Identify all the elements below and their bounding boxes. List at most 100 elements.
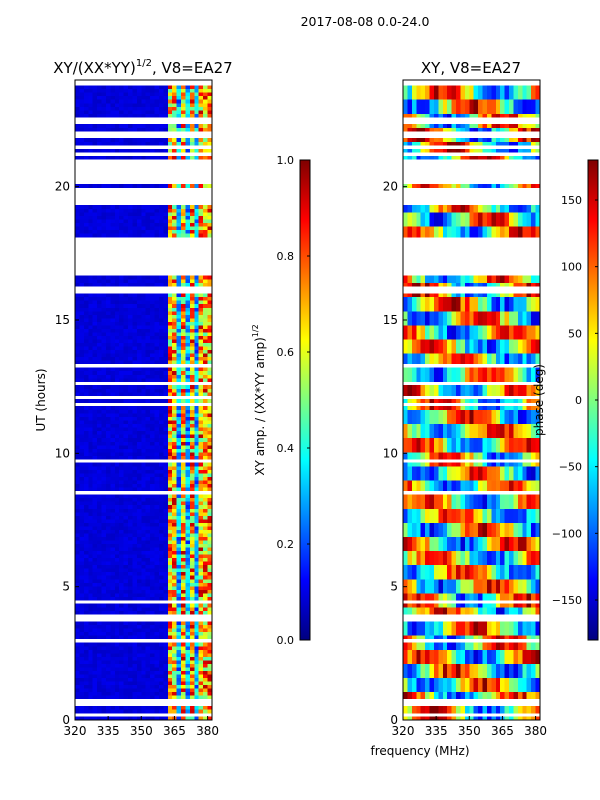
heatmap-cell (411, 635, 417, 640)
heatmap-cell (442, 677, 448, 682)
heatmap-cell (500, 635, 506, 640)
heatmap-cell (172, 705, 178, 710)
heatmap-cell (163, 554, 169, 559)
heatmap-cell (509, 670, 514, 675)
heatmap-cell (154, 92, 160, 97)
heatmap-cell (203, 571, 208, 576)
y-tick-label: 10 (55, 446, 70, 460)
heatmap-cell (101, 208, 107, 213)
heatmap-cell (79, 124, 85, 128)
heatmap-cell (141, 423, 147, 428)
phase-heatmap (403, 85, 540, 720)
heatmap-cell (509, 624, 514, 629)
heatmap-cell (181, 437, 186, 442)
heatmap-cell (88, 367, 94, 372)
heatmap-cell (185, 519, 191, 523)
heatmap-cell (83, 409, 89, 414)
heatmap-cell (203, 504, 208, 509)
heatmap-cell (194, 501, 200, 506)
heatmap-cell (88, 635, 94, 640)
heatmap-cell (456, 695, 461, 700)
heatmap-cell (83, 215, 89, 220)
heatmap-cell (181, 392, 186, 396)
heatmap-cell (163, 374, 169, 379)
heatmap-cell (163, 621, 169, 626)
heatmap-cell (88, 222, 94, 227)
heatmap-cell (154, 649, 160, 654)
heatmap-cell (154, 547, 160, 552)
heatmap-cell (167, 568, 173, 573)
heatmap-cell (207, 670, 212, 675)
heatmap-cell (92, 349, 98, 354)
heatmap-cell (181, 511, 186, 516)
heatmap-cell (163, 631, 169, 636)
heatmap-cell (464, 705, 470, 710)
heatmap-cell (181, 677, 186, 682)
heatmap-cell (158, 564, 164, 569)
heatmap-cell (79, 332, 85, 336)
heatmap-cell (181, 138, 186, 143)
heatmap-cell (207, 219, 212, 224)
heatmap-cell (114, 656, 120, 661)
heatmap-cell (176, 540, 182, 545)
heatmap-cell (495, 688, 501, 693)
heatmap-cell (407, 674, 413, 678)
heatmap-cell (75, 420, 80, 425)
heatmap-cell (185, 462, 191, 467)
heatmap-cell (181, 293, 186, 298)
heatmap-cell (150, 469, 155, 474)
heatmap-cell (194, 406, 200, 411)
heatmap-cell (203, 540, 208, 545)
heatmap-cell (172, 448, 178, 453)
heatmap-cell (79, 501, 85, 506)
heatmap-cell (172, 596, 178, 601)
heatmap-cell (128, 649, 133, 654)
heatmap-cell (198, 377, 204, 382)
heatmap-cell (97, 603, 102, 608)
heatmap-cell (79, 603, 85, 608)
heatmap-cell (464, 653, 470, 657)
heatmap-cell (105, 233, 111, 238)
heatmap-cell (176, 148, 182, 153)
heatmap-cell (176, 367, 182, 372)
heatmap-cell (158, 110, 164, 114)
heatmap-cell (150, 586, 155, 590)
heatmap-cell (75, 222, 80, 227)
heatmap-cell (167, 332, 173, 336)
heatmap-cell (403, 624, 408, 629)
heatmap-cell (123, 653, 129, 657)
heatmap-cell (114, 392, 120, 396)
heatmap-cell (128, 610, 133, 615)
heatmap-cell (154, 653, 160, 657)
heatmap-cell (136, 631, 142, 636)
heatmap-cell (92, 444, 98, 449)
heatmap-cell (105, 695, 111, 700)
heatmap-cell (403, 667, 408, 671)
heatmap-cell (101, 219, 107, 224)
heatmap-cell (110, 593, 116, 597)
heatmap-cell (97, 670, 102, 675)
heatmap-cell (88, 416, 94, 421)
heatmap-cell (154, 568, 160, 573)
heatmap-cell (194, 370, 200, 375)
heatmap-cell (75, 494, 80, 499)
heatmap-cell (442, 621, 448, 626)
heatmap-cell (185, 564, 191, 569)
heatmap-cell (198, 385, 204, 389)
heatmap-cell (172, 536, 178, 541)
heatmap-cell (416, 681, 422, 686)
heatmap-cell (79, 522, 85, 527)
heatmap-cell (79, 335, 85, 340)
heatmap-cell (132, 688, 138, 693)
heatmap-cell (119, 307, 125, 312)
heatmap-cell (425, 677, 430, 682)
heatmap-cell (526, 705, 532, 710)
heatmap-cell (181, 674, 186, 678)
heatmap-cell (132, 455, 138, 460)
heatmap-cell (522, 716, 528, 720)
heatmap-cell (119, 205, 125, 210)
heatmap-cell (416, 642, 422, 647)
heatmap-cell (425, 653, 430, 657)
heatmap-cell (79, 547, 85, 552)
heatmap-cell (136, 222, 142, 227)
